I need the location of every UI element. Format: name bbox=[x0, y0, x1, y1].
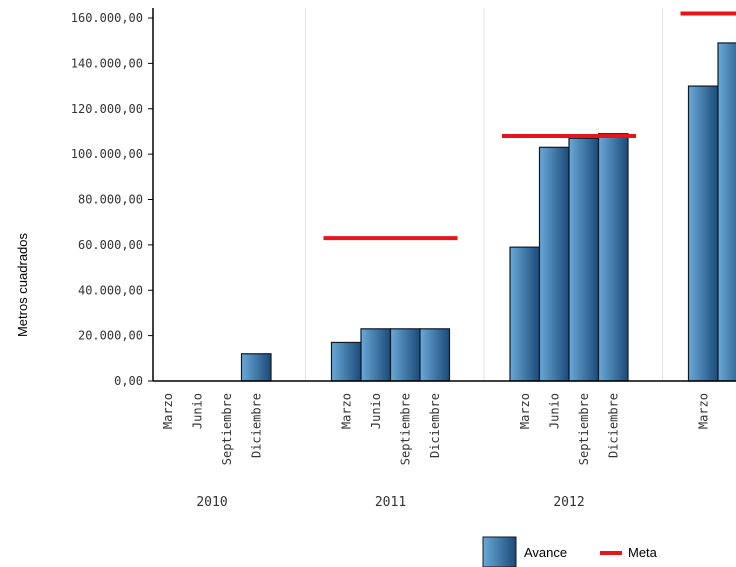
x-tick-label: Diciembre bbox=[606, 393, 620, 458]
bar bbox=[717, 42, 736, 382]
x-tick-label: Marzo bbox=[518, 393, 532, 429]
y-tick-label: 20.000,00 bbox=[78, 329, 143, 343]
grid-layer bbox=[305, 8, 663, 381]
bar bbox=[687, 85, 719, 382]
bar bbox=[389, 328, 421, 382]
x-tick-label: Junio bbox=[190, 393, 204, 429]
legend-meta-label: Meta bbox=[628, 545, 658, 560]
axis-layer bbox=[148, 8, 736, 382]
x-tick-label: Diciembre bbox=[249, 393, 263, 458]
bar bbox=[360, 328, 392, 382]
x-year-label: 2010 bbox=[196, 495, 227, 510]
bar-layer bbox=[240, 42, 736, 382]
label-layer: 0,00 20.000,00 40.000,00 60.000,00 80.000,00… bbox=[71, 11, 711, 510]
x-tick-label: Marzo bbox=[339, 393, 353, 429]
meta-layer bbox=[323, 11, 736, 241]
x-tick-label: Junio bbox=[369, 393, 383, 429]
x-tick-label: Septiembre bbox=[577, 393, 591, 465]
x-tick-label: Diciembre bbox=[428, 393, 442, 458]
y-tick-label: 100.000,00 bbox=[71, 147, 143, 161]
x-tick-label: Septiembre bbox=[220, 393, 234, 465]
y-tick-label: 60.000,00 bbox=[78, 238, 143, 252]
x-year-label: 2011 bbox=[375, 495, 406, 510]
bar bbox=[240, 353, 272, 382]
x-tick-label: Junio bbox=[547, 393, 561, 429]
bar bbox=[330, 341, 362, 382]
x-tick-label: Marzo bbox=[696, 393, 710, 429]
legend: Avance Meta bbox=[482, 536, 658, 567]
y-tick-label: 40.000,00 bbox=[78, 283, 143, 297]
bar bbox=[597, 133, 629, 382]
legend-avance-swatch bbox=[482, 536, 517, 567]
y-axis-label: Metros cuadrados bbox=[15, 232, 30, 337]
bar bbox=[419, 328, 451, 382]
y-tick-label: 160.000,00 bbox=[71, 11, 143, 25]
y-tick-label: 80.000,00 bbox=[78, 193, 143, 207]
x-tick-label: Septiembre bbox=[398, 393, 412, 465]
bar bbox=[509, 246, 541, 382]
bar bbox=[568, 137, 600, 382]
y-tick-label: 140.000,00 bbox=[71, 56, 143, 70]
x-tick-label: Marzo bbox=[161, 393, 175, 429]
y-tick-label: 120.000,00 bbox=[71, 102, 143, 116]
legend-avance-label: Avance bbox=[524, 545, 567, 560]
y-tick-label: 0,00 bbox=[114, 374, 143, 388]
bar bbox=[538, 146, 570, 382]
x-year-label: 2012 bbox=[553, 495, 584, 510]
